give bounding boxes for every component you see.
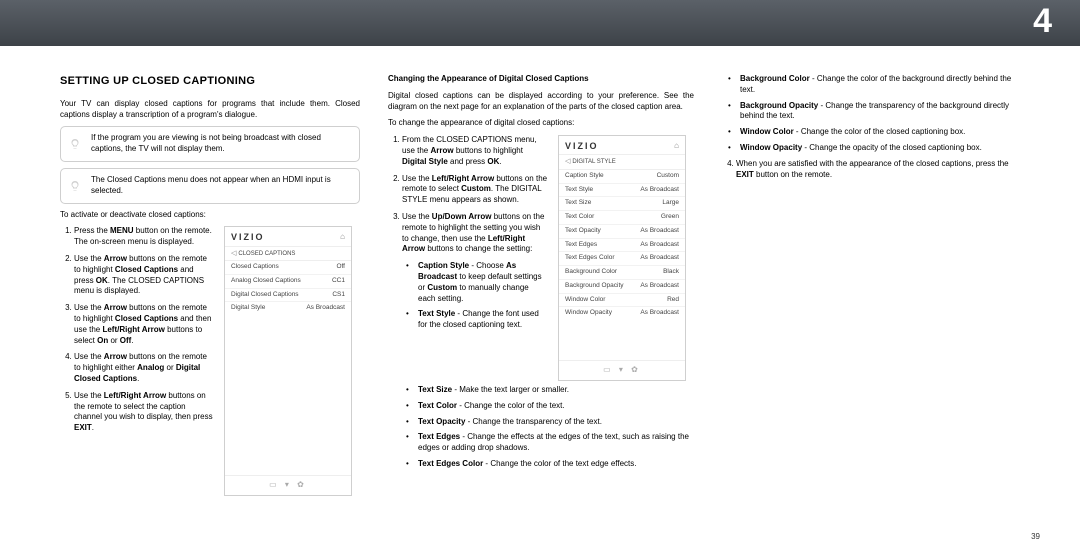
callout-note-1: If the program you are viewing is not be… bbox=[60, 126, 360, 162]
menu-row: Text SizeLarge bbox=[559, 197, 685, 211]
callout-1-text: If the program you are viewing is not be… bbox=[91, 133, 321, 153]
bullet-item: Background Opacity - Change the transpar… bbox=[732, 101, 1012, 123]
menu-footer-icons: ▭ ▾ ✿ bbox=[225, 475, 351, 495]
menu-footer-icons: ▭ ▾ ✿ bbox=[559, 360, 685, 380]
inner-bullets: Caption Style - Choose As Broadcast to k… bbox=[388, 261, 548, 331]
callout-2-text: The Closed Captions menu does not appear… bbox=[91, 175, 331, 195]
step-item: Use the Up/Down Arrow buttons on the rem… bbox=[402, 212, 548, 255]
bullet-item: Window Opacity - Change the opacity of t… bbox=[732, 143, 1012, 154]
menu-row: Text OpacityAs Broadcast bbox=[559, 225, 685, 239]
page-number: 39 bbox=[1031, 532, 1040, 541]
menu-row: Digital StyleAs Broadcast bbox=[225, 302, 351, 315]
home-icon: ⌂ bbox=[340, 232, 345, 243]
step-item: Use the Arrow buttons on the remote to h… bbox=[74, 352, 214, 384]
menu-row: Analog Closed CaptionsCC1 bbox=[225, 275, 351, 289]
menu-row: Digital Closed CaptionsCS1 bbox=[225, 289, 351, 303]
menu-row: Text StyleAs Broadcast bbox=[559, 184, 685, 198]
section-heading: SETTING UP CLOSED CAPTIONING bbox=[60, 74, 360, 89]
menu-row: Background ColorBlack bbox=[559, 266, 685, 280]
column-1: SETTING UP CLOSED CAPTIONING Your TV can… bbox=[60, 74, 360, 496]
menu-row: Text EdgesAs Broadcast bbox=[559, 239, 685, 253]
callout-note-2: The Closed Captions menu does not appear… bbox=[60, 168, 360, 204]
column-3: Background Color - Change the color of t… bbox=[722, 74, 1012, 496]
menu-brand: VIZIO bbox=[565, 140, 599, 152]
bullet-item: Text Edges - Change the effects at the e… bbox=[410, 432, 694, 454]
bullet-item: Background Color - Change the color of t… bbox=[732, 74, 1012, 96]
menu-rows: Caption StyleCustomText StyleAs Broadcas… bbox=[559, 170, 685, 320]
bullet-item: Text Opacity - Change the transparency o… bbox=[410, 417, 694, 428]
full-width-bullets: Text Size - Make the text larger or smal… bbox=[388, 385, 694, 470]
col2-intro: Digital closed captions can be displayed… bbox=[388, 91, 694, 113]
menu-row: Background OpacityAs Broadcast bbox=[559, 280, 685, 294]
col2-subhead: Changing the Appearance of Digital Close… bbox=[388, 74, 694, 85]
step-item: From the CLOSED CAPTIONS menu, use the A… bbox=[402, 135, 548, 167]
lightbulb-icon bbox=[69, 180, 81, 192]
step-item: Use the Left/Right Arrow buttons on the … bbox=[402, 174, 548, 206]
lightbulb-icon bbox=[69, 138, 81, 150]
menu-digital-style: VIZIO ⌂ ◁DIGITAL STYLE Caption StyleCust… bbox=[558, 135, 686, 381]
col3-bullets: Background Color - Change the color of t… bbox=[722, 74, 1012, 154]
bullet-item: Text Style - Change the font used for th… bbox=[410, 309, 548, 331]
intro-text: Your TV can display closed captions for … bbox=[60, 99, 360, 121]
menu-row: Text ColorGreen bbox=[559, 211, 685, 225]
step-item: When you are satisfied with the appearan… bbox=[736, 159, 1012, 181]
bullet-item: Window Color - Change the color of the c… bbox=[732, 127, 1012, 138]
bullet-item: Text Color - Change the color of the tex… bbox=[410, 401, 694, 412]
menu-row: Caption StyleCustom bbox=[559, 170, 685, 184]
page-body: SETTING UP CLOSED CAPTIONING Your TV can… bbox=[0, 46, 1080, 496]
step-4-list: When you are satisfied with the appearan… bbox=[722, 159, 1012, 181]
menu-row: Closed CaptionsOff bbox=[225, 261, 351, 275]
bullet-item: Text Edges Color - Change the color of t… bbox=[410, 459, 694, 470]
bullet-item: Caption Style - Choose As Broadcast to k… bbox=[410, 261, 548, 304]
step-item: Use the Arrow buttons on the remote to h… bbox=[74, 303, 214, 346]
menu-row: Window ColorRed bbox=[559, 294, 685, 308]
steps-list-a: Press the MENU button on the remote. The… bbox=[60, 226, 214, 434]
menu-subtitle: CLOSED CAPTIONS bbox=[238, 251, 295, 257]
menu-rows: Closed CaptionsOffAnalog Closed Captions… bbox=[225, 261, 351, 315]
menu-row: Window OpacityAs Broadcast bbox=[559, 307, 685, 320]
chapter-number: 4 bbox=[1033, 2, 1052, 41]
bullet-item: Text Size - Make the text larger or smal… bbox=[410, 385, 694, 396]
home-icon: ⌂ bbox=[674, 141, 679, 152]
step-item: Use the Arrow buttons on the remote to h… bbox=[74, 254, 214, 297]
step-item: Press the MENU button on the remote. The… bbox=[74, 226, 214, 248]
steps-list-b: From the CLOSED CAPTIONS menu, use the A… bbox=[388, 135, 548, 255]
column-2: Changing the Appearance of Digital Close… bbox=[388, 74, 694, 496]
activate-lead: To activate or deactivate closed caption… bbox=[60, 210, 360, 221]
change-lead: To change the appearance of digital clos… bbox=[388, 118, 694, 129]
menu-closed-captions: VIZIO ⌂ ◁CLOSED CAPTIONS Closed Captions… bbox=[224, 226, 352, 495]
menu-subtitle: DIGITAL STYLE bbox=[572, 159, 615, 165]
chapter-banner: 4 bbox=[0, 0, 1080, 46]
step-item: Use the Left/Right Arrow buttons on the … bbox=[74, 391, 214, 434]
menu-row: Text Edges ColorAs Broadcast bbox=[559, 252, 685, 266]
menu-brand: VIZIO bbox=[231, 231, 265, 243]
